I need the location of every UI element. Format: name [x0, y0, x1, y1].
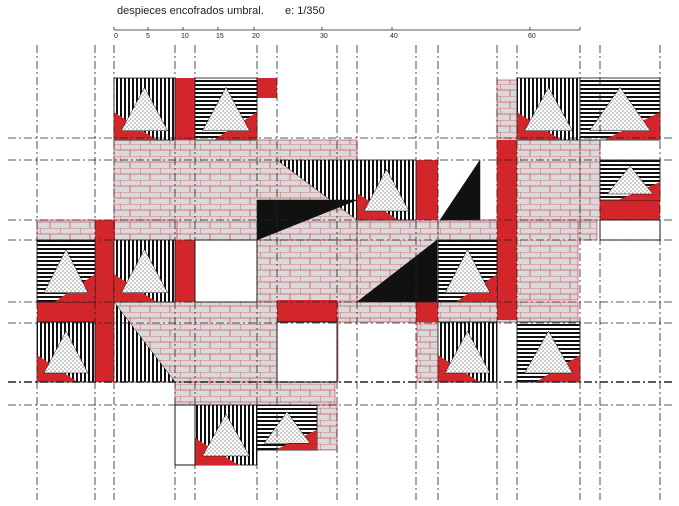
red-panel — [175, 78, 195, 140]
scale-note: e: 1/350 — [285, 5, 325, 17]
scale-label: 0 — [114, 33, 118, 40]
diagonal-panel — [113, 301, 176, 383]
formwork-panel — [337, 301, 579, 323]
hatched-triangle — [524, 330, 573, 374]
red-triangle — [54, 274, 95, 302]
hatched-triangle — [589, 86, 651, 131]
red-panel — [497, 140, 517, 320]
scale-label: 10 — [181, 33, 189, 40]
hatched-triangle — [43, 248, 89, 293]
axes — [8, 45, 672, 500]
scale-label: 5 — [146, 33, 150, 40]
red-panel — [95, 220, 115, 382]
red-triangle — [114, 274, 157, 302]
hatched-triangle — [202, 413, 250, 457]
red-triangle — [455, 274, 497, 302]
hatched-triangle — [524, 86, 573, 131]
hatched-triangle — [202, 86, 250, 131]
red-panel — [277, 300, 337, 322]
opening — [276, 321, 338, 383]
hatched-triangle — [444, 330, 491, 374]
formwork-panel — [174, 381, 336, 406]
hatched-triangle — [120, 86, 169, 131]
red-panel — [600, 200, 660, 220]
hatched-triangle — [43, 330, 89, 374]
opening — [599, 219, 661, 241]
hatched-triangle — [263, 411, 311, 444]
scale-label: 15 — [216, 33, 224, 40]
red-panel — [416, 160, 438, 220]
hatched-triangle — [606, 165, 654, 195]
scale-label: 30 — [320, 33, 328, 40]
scale-label: 40 — [390, 33, 398, 40]
title: despieces encofrados umbral. — [117, 5, 264, 17]
red-panel — [257, 78, 277, 98]
scale-label: 20 — [252, 33, 260, 40]
formwork-panel — [579, 139, 601, 221]
hatched-triangle — [120, 248, 169, 293]
red-panel — [175, 240, 195, 302]
diagonal-panel — [439, 159, 481, 221]
plan — [36, 77, 661, 466]
scale-label: 60 — [528, 33, 536, 40]
red-panel — [416, 302, 438, 322]
hatched-triangle — [444, 248, 491, 293]
opening — [174, 404, 196, 466]
red-triangle — [114, 112, 157, 140]
scale-bar: 0 5 10 15 20 30 40 60 — [113, 27, 581, 40]
opening — [194, 239, 258, 303]
hatched-triangle — [363, 168, 410, 212]
red-panel — [37, 302, 95, 322]
